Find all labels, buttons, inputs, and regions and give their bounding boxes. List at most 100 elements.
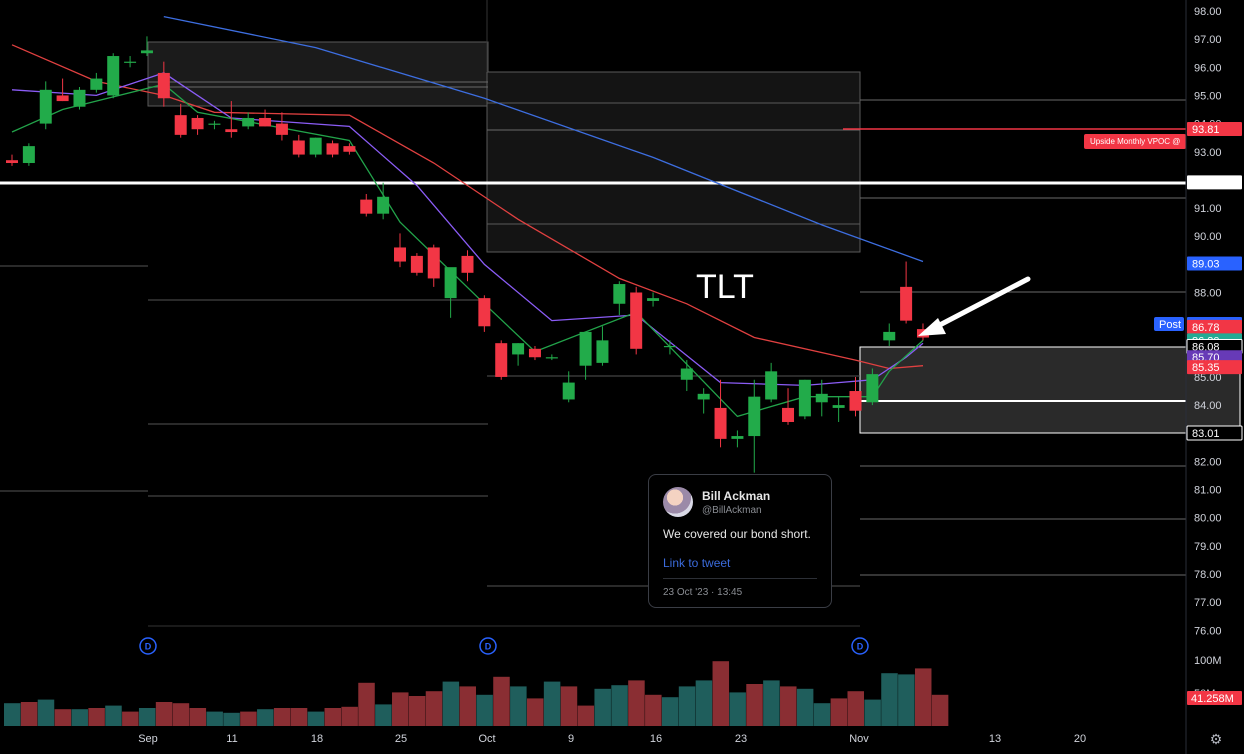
price-label-text: 85.35 (1192, 362, 1220, 374)
gear-icon[interactable]: ⚙ (1209, 731, 1223, 747)
tweet-timestamp: 23 Oct '23 · 13:45 (663, 587, 743, 598)
volume-bar (20, 702, 38, 726)
dividend-marker: D (479, 637, 497, 655)
volume-bar (172, 703, 190, 726)
candle (866, 368, 879, 406)
candle-body (140, 50, 153, 54)
candle-body (157, 72, 170, 99)
candle-body (107, 56, 120, 96)
price-label-badge (1187, 360, 1242, 375)
volume-bar (746, 684, 763, 726)
candle-body (647, 298, 660, 301)
volume-bar (543, 681, 561, 726)
candles (6, 36, 929, 473)
candle-body (495, 343, 508, 377)
volume-bar (341, 706, 358, 726)
candle (900, 261, 913, 324)
volume-bar (914, 668, 932, 726)
vpoc-label: Upside Monthly VPOC @ (1084, 134, 1186, 149)
candle (157, 61, 170, 107)
candle (697, 388, 710, 414)
candle-body (326, 143, 339, 155)
candle-body (461, 255, 474, 273)
price-label-badge (1186, 425, 1243, 441)
candle (208, 120, 221, 130)
dividend-circle (851, 637, 869, 655)
price-label-badge (1187, 175, 1242, 190)
volume-bar (678, 686, 696, 726)
dividend-circle (139, 637, 157, 655)
candle (90, 72, 103, 93)
candle (259, 109, 272, 127)
price-label-text: 89.03 (1192, 259, 1220, 271)
price-tick: 80.00 (1194, 513, 1222, 525)
candle-body (866, 374, 879, 403)
candle (545, 354, 558, 361)
candle-body (663, 345, 676, 348)
price-label-text: 83.01 (1192, 428, 1220, 440)
candle (427, 244, 440, 287)
candle (275, 112, 288, 141)
volume-bar (459, 686, 476, 726)
volume-bar (712, 661, 730, 726)
price-tick: 93.00 (1194, 147, 1222, 159)
volume-bar (358, 682, 375, 726)
volume-bar (122, 711, 139, 726)
candle-body (208, 123, 221, 125)
candle (663, 340, 676, 355)
candle (107, 53, 120, 99)
arrow-annotation (918, 276, 1031, 336)
candle (596, 326, 609, 366)
candle-body (731, 436, 744, 439)
chart-title: TLT (696, 268, 754, 306)
zone-box (486, 71, 861, 253)
candle (528, 345, 541, 361)
price-tick: 85.00 (1194, 372, 1222, 384)
volume-bar (830, 698, 848, 726)
dividend-circle (479, 637, 497, 655)
candle-body (309, 137, 322, 155)
price-tick: 88.00 (1194, 288, 1222, 300)
candle-body (394, 247, 407, 262)
volume-label-text: 41.258M (1191, 693, 1234, 705)
tweet-link[interactable]: Link to tweet (663, 556, 731, 570)
candle (714, 379, 727, 448)
dividend-label: D (145, 642, 152, 652)
candle (56, 78, 69, 102)
vpoc-badge (1084, 134, 1186, 149)
zone-box (859, 346, 1241, 434)
price-label-text: 91.91 (1192, 177, 1220, 189)
zone-box (147, 41, 489, 107)
volume-bar (645, 694, 662, 726)
price-tick: 98.00 (1194, 6, 1222, 18)
candle (410, 253, 423, 276)
post-tag (1154, 317, 1184, 332)
volume-bar (695, 680, 713, 726)
time-tick: Nov (849, 733, 869, 745)
price-label-badge (1187, 121, 1242, 136)
volume-bar (526, 698, 544, 726)
price-tick: 84.00 (1194, 400, 1222, 412)
candle (883, 323, 896, 346)
candle-body (90, 78, 103, 90)
candle-body (242, 117, 255, 127)
candle-body (782, 407, 795, 422)
candle (444, 267, 457, 318)
volume-bar (138, 708, 156, 726)
candle-body (292, 140, 305, 155)
price-tick: 96.00 (1194, 62, 1222, 74)
candle (39, 81, 52, 130)
candle-body (73, 89, 86, 107)
volume-bar (898, 674, 915, 726)
tweet-author: Bill Ackman (702, 488, 771, 503)
candle-body (427, 247, 440, 279)
candle (680, 360, 693, 392)
volume-bar (594, 688, 611, 726)
price-tick: 97.00 (1194, 34, 1222, 46)
volume-bar (847, 691, 864, 726)
candle-body (545, 357, 558, 359)
candle-body (849, 391, 862, 411)
volume-bar (155, 702, 173, 726)
candle (394, 233, 407, 268)
